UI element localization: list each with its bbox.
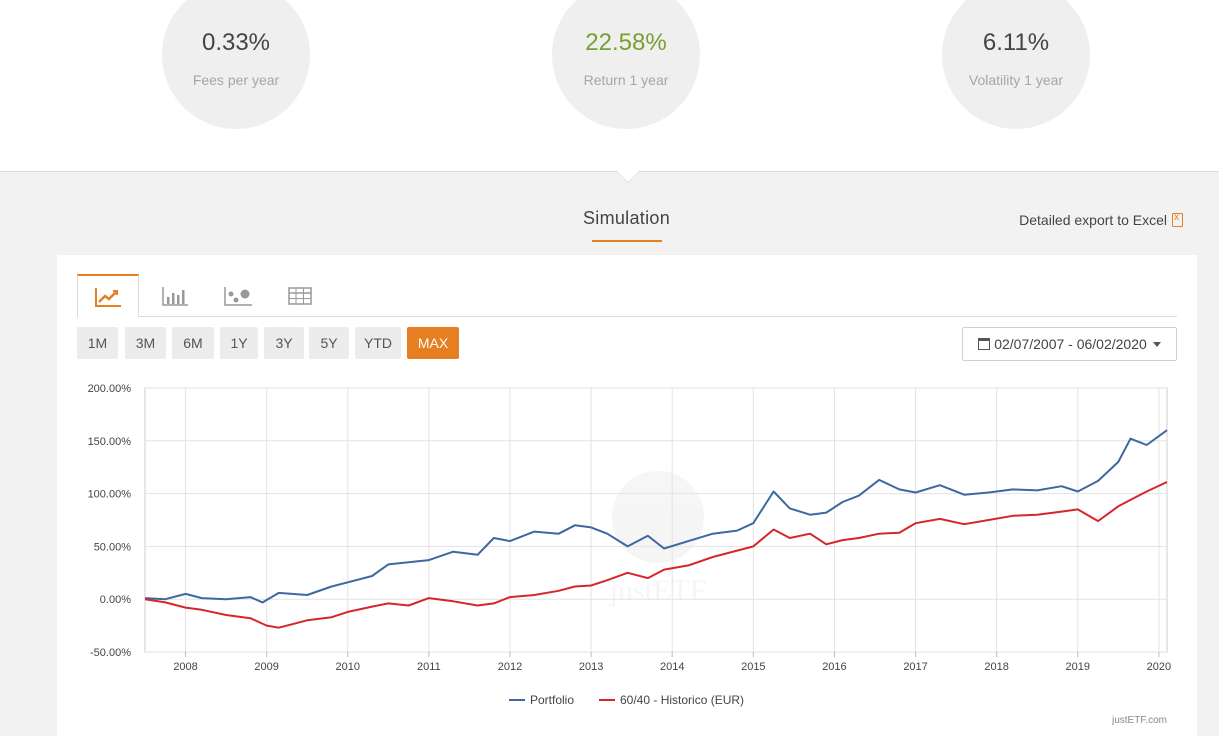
line-chart-icon [95,287,121,307]
x-tick-label: 2017 [903,661,927,673]
kpi-fees-label: Fees per year [192,72,280,88]
y-tick-label: -50.00% [90,647,131,659]
x-tick-label: 2011 [417,661,441,673]
y-tick-label: 150.00% [88,436,132,448]
kpi-fees: 0.33% Fees per year [162,0,310,129]
table-icon [288,286,312,305]
section-title: Simulation [582,208,671,228]
range-button-1y[interactable]: 1Y [220,327,258,359]
tab-line-chart[interactable] [77,274,139,318]
chart-view-tabs [77,274,1177,318]
chart-watermark: justETF [609,471,707,607]
legend-label-benchmark[interactable]: 60/40 - Historico (EUR) [620,693,744,707]
kpi-volatility-label: Volatility 1 year [968,72,1064,88]
x-tick-label: 2019 [1066,661,1090,673]
summary-band: 0.33% Fees per year 22.58% Return 1 year… [0,0,1219,172]
section-pointer [617,171,639,182]
x-tick-label: 2020 [1147,661,1171,673]
x-tick-label: 2015 [741,661,765,673]
x-tick-label: 2012 [498,661,522,673]
x-tick-label: 2010 [336,661,360,673]
range-button-3m[interactable]: 3M [125,327,166,359]
kpi-volatility: 6.11% Volatility 1 year [942,0,1090,129]
kpi-return-label: Return 1 year [583,72,669,88]
calendar-icon [978,338,991,350]
series-line-benchmark[interactable] [144,481,1168,629]
kpi-return-value: 22.58% [585,29,667,56]
section-title-underline [592,240,662,242]
x-tick-label: 2013 [579,661,603,673]
kpi-fees-value: 0.33% [201,29,271,56]
caret-down-icon [1152,341,1161,347]
date-range-value: 02/07/2007 - 06/02/2020 [994,336,1147,352]
watermark-text: justETF [609,574,707,607]
range-button-5y[interactable]: 5Y [309,327,349,359]
x-tick-label: 2018 [984,661,1008,673]
tab-table[interactable] [269,274,331,317]
x-tick-label: 2016 [822,661,846,673]
range-button-3y[interactable]: 3Y [264,327,304,359]
range-button-6m[interactable]: 6M [172,327,214,359]
range-button-ytd[interactable]: YTD [355,327,401,359]
series-line-portfolio[interactable] [144,429,1168,604]
excel-file-icon [1172,212,1183,227]
x-tick-label: 2008 [173,661,197,673]
scatter-chart-icon [224,286,252,306]
date-range-picker[interactable]: 02/07/2007 - 06/02/2020 [962,327,1177,361]
chart-legend: Portfolio 60/40 - Historico (EUR) [509,693,744,707]
kpi-return: 22.58% Return 1 year [552,0,700,129]
legend-label-portfolio[interactable]: Portfolio [530,693,574,707]
chart-credit: justETF.com [1111,715,1167,726]
export-excel-link[interactable]: Detailed export to Excel [1019,212,1183,228]
bar-chart-icon [162,286,188,306]
tab-scatter-chart[interactable] [207,274,269,317]
x-tick-label: 2009 [254,661,278,673]
chart-card: 1M 3M 6M 1Y 3Y 5Y YTD MAX 02/07/2007 - 0… [57,255,1197,736]
x-tick-label: 2014 [660,661,684,673]
tab-bar-chart[interactable] [144,274,206,317]
performance-chart: justETF -50.00% 0.00% 50.00% 100.00% 150.00%… [88,383,1172,726]
y-tick-label: 50.00% [94,541,132,553]
kpi-volatility-value: 6.11% [982,29,1050,56]
range-button-max[interactable]: MAX [407,327,459,359]
y-tick-label: 200.00% [88,383,132,395]
export-excel-label: Detailed export to Excel [1019,212,1167,228]
range-button-1m[interactable]: 1M [77,327,118,359]
y-tick-label: 100.00% [88,489,132,501]
y-tick-label: 0.00% [100,594,131,606]
